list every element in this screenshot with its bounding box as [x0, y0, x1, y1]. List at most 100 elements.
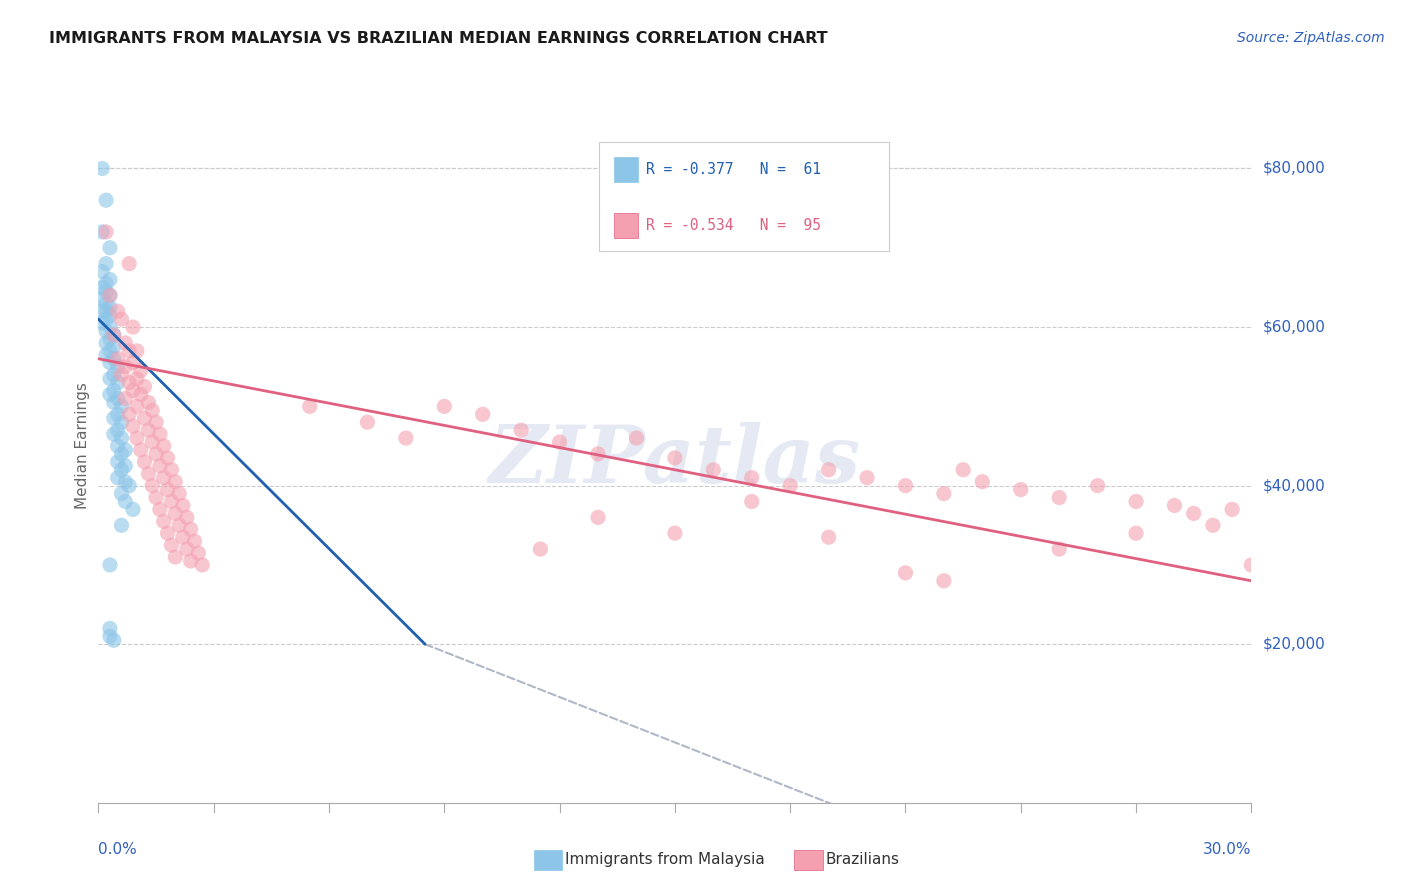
Point: [98, 356, 121, 370]
Point: [167, 486, 190, 500]
Point: [138, 395, 160, 409]
Text: Immigrants from Malaysia: Immigrants from Malaysia: [565, 853, 765, 867]
Point: [103, 395, 125, 409]
Point: [180, 554, 202, 568]
Text: $80,000: $80,000: [1263, 161, 1326, 176]
Text: R = -0.377   N =  61: R = -0.377 N = 61: [647, 162, 821, 177]
Point: [107, 455, 129, 469]
Point: [395, 431, 418, 445]
Point: [180, 522, 202, 536]
Point: [98, 332, 121, 346]
Point: [103, 411, 125, 425]
Point: [152, 471, 174, 485]
Point: [1047, 491, 1070, 505]
Point: [98, 371, 121, 385]
Point: [94, 257, 117, 271]
Point: [141, 435, 163, 450]
Point: [98, 308, 121, 322]
Point: [1125, 526, 1147, 541]
Point: [138, 467, 160, 481]
Point: [110, 312, 132, 326]
Point: [1202, 518, 1225, 533]
Point: [107, 392, 129, 406]
Point: [165, 549, 187, 564]
Point: [91, 316, 114, 330]
Point: [114, 335, 136, 350]
Point: [356, 415, 378, 429]
Point: [529, 542, 551, 557]
Point: [118, 376, 141, 390]
Point: [98, 621, 121, 635]
Point: [94, 225, 117, 239]
Point: [91, 304, 114, 318]
Point: [110, 463, 132, 477]
Point: [103, 328, 125, 343]
Point: [103, 351, 125, 366]
Point: [110, 415, 132, 429]
Point: [856, 471, 879, 485]
Point: [160, 463, 183, 477]
Point: [125, 400, 148, 414]
Point: [122, 320, 145, 334]
Point: [152, 439, 174, 453]
Point: [118, 407, 141, 421]
Point: [134, 379, 156, 393]
Point: [94, 285, 117, 299]
Point: [103, 633, 125, 648]
Point: [817, 530, 839, 544]
Point: [165, 475, 187, 489]
Point: [98, 288, 121, 302]
Text: R = -0.534   N =  95: R = -0.534 N = 95: [647, 219, 821, 233]
Text: $60,000: $60,000: [1263, 319, 1326, 334]
Point: [145, 491, 167, 505]
Point: [98, 387, 121, 401]
Point: [107, 304, 129, 318]
Point: [510, 423, 533, 437]
Point: [91, 280, 114, 294]
Point: [122, 419, 145, 434]
Point: [107, 407, 129, 421]
Point: [103, 340, 125, 354]
Point: [129, 442, 152, 457]
Point: [134, 455, 156, 469]
Point: [125, 431, 148, 445]
Point: [114, 442, 136, 457]
Text: $20,000: $20,000: [1263, 637, 1326, 652]
Point: [298, 400, 321, 414]
Point: [103, 427, 125, 442]
Point: [165, 507, 187, 521]
Point: [1047, 542, 1070, 557]
Point: [548, 435, 571, 450]
Point: [932, 574, 955, 588]
Point: [125, 371, 148, 385]
Point: [98, 300, 121, 314]
Point: [114, 392, 136, 406]
Point: [145, 447, 167, 461]
Point: [1182, 507, 1205, 521]
Point: [138, 423, 160, 437]
Point: [952, 463, 974, 477]
Point: [152, 514, 174, 528]
Point: [114, 458, 136, 473]
Point: [664, 526, 686, 541]
Point: [779, 478, 801, 492]
Point: [122, 356, 145, 370]
Point: [114, 359, 136, 374]
Point: [91, 264, 114, 278]
Point: [664, 450, 686, 465]
Point: [471, 407, 494, 421]
Point: [94, 324, 117, 338]
Point: [107, 471, 129, 485]
Point: [156, 450, 179, 465]
Point: [110, 400, 132, 414]
Point: [187, 546, 209, 560]
Point: [107, 376, 129, 390]
Point: [894, 478, 917, 492]
Point: [156, 483, 179, 497]
Point: [98, 629, 121, 643]
Point: [118, 257, 141, 271]
Point: [160, 494, 183, 508]
Point: [972, 475, 994, 489]
Point: [91, 161, 114, 176]
Point: [103, 384, 125, 398]
